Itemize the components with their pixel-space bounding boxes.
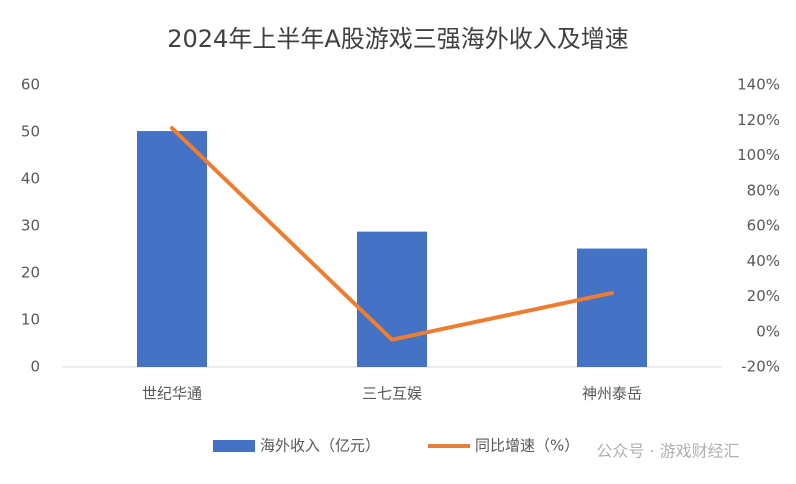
y-tick-label: 0 — [30, 358, 40, 376]
line — [170, 126, 614, 342]
chart-title: 2024年上半年A股游戏三强海外收入及增速 — [167, 25, 629, 53]
y2-tick-label: 20% — [747, 287, 780, 305]
y2-tick-label: 120% — [737, 111, 780, 129]
y2-tick-label: 140% — [737, 76, 780, 94]
y-tick-label: 40 — [21, 170, 40, 188]
y2-tick-label: 0% — [756, 322, 780, 340]
bar — [137, 131, 207, 367]
bar — [357, 231, 427, 367]
bar — [577, 248, 647, 367]
x-tick-label: 世纪华通 — [142, 385, 202, 403]
y-tick-label: 20 — [21, 264, 40, 282]
legend-label: 同比增速（%） — [475, 437, 579, 455]
y2-tick-label: 60% — [747, 217, 780, 235]
watermark: 公众号 · 游戏财经汇 — [596, 442, 739, 461]
legend-swatch — [213, 440, 255, 452]
x-tick-label: 三七互娱 — [362, 385, 422, 403]
y-tick-label: 50 — [21, 123, 40, 141]
y2-tick-label: 40% — [747, 252, 780, 270]
y2-tick-label: 80% — [747, 181, 780, 199]
y-tick-label: 10 — [21, 311, 40, 329]
y2-tick-label: 100% — [737, 146, 780, 164]
y-tick-label: 30 — [21, 217, 40, 235]
y2-tick-label: -20% — [741, 358, 780, 376]
x-tick-label: 神州泰岳 — [582, 385, 642, 403]
legend-label: 海外收入（亿元） — [260, 437, 380, 455]
y-tick-label: 60 — [21, 76, 40, 94]
